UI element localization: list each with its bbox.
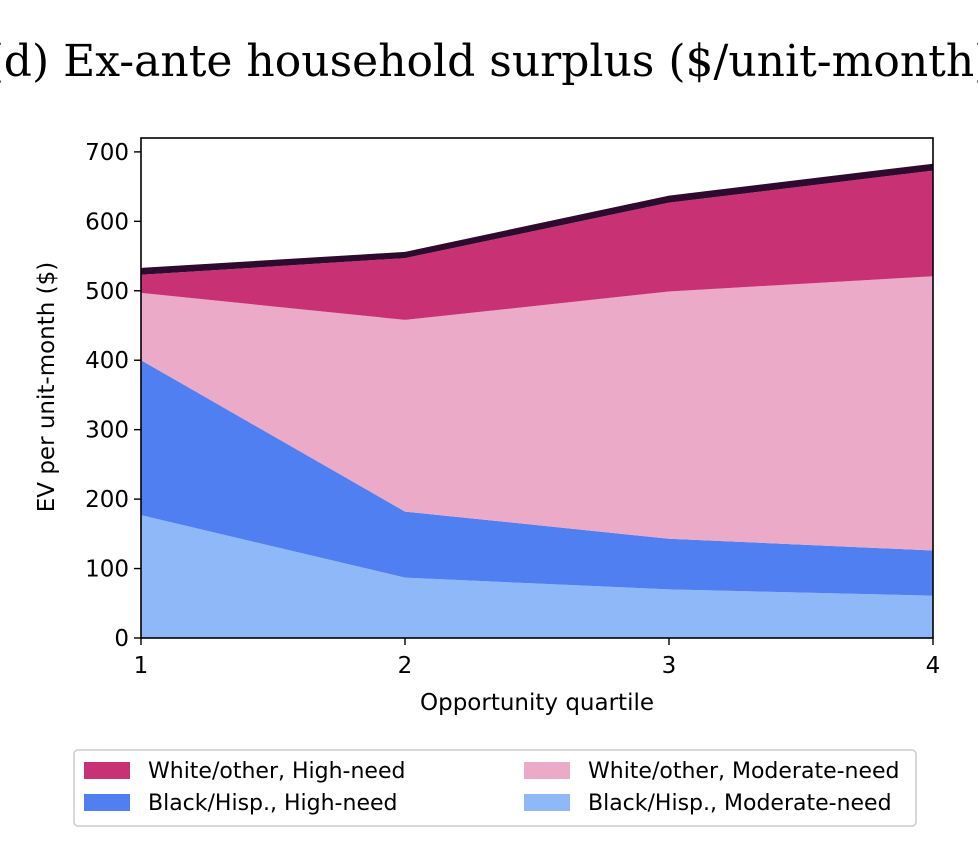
y-tick-label: 500 [85, 279, 129, 305]
legend-label: Black/Hisp., High-need [148, 791, 397, 816]
plot-areas [141, 163, 933, 638]
x-tick-label: 4 [926, 653, 941, 679]
legend-label: White/other, High-need [148, 759, 405, 784]
legend-label: White/other, Moderate-need [588, 759, 900, 784]
y-axis: 0 100 200 300 400 500 600 700 [85, 140, 141, 652]
y-tick-label: 300 [85, 418, 129, 444]
legend-label: Black/Hisp., Moderate-need [588, 791, 892, 816]
legend-swatch [84, 762, 130, 779]
x-tick-label: 1 [134, 653, 149, 679]
legend-swatch [84, 794, 130, 811]
area-series-other [141, 163, 933, 275]
y-axis-label: EV per unit-month ($) [34, 262, 60, 513]
area-series-black-hisp-high-need [141, 360, 933, 596]
y-tick-label: 200 [85, 487, 129, 513]
area-series-white-other-high-need [141, 170, 933, 320]
x-axis-label: Opportunity quartile [420, 690, 654, 716]
legend-swatch [524, 762, 570, 779]
y-tick-label: 400 [85, 348, 129, 374]
plot-frame [140, 137, 934, 639]
chart-title: (d) Ex-ante household surplus ($/unit-mo… [0, 36, 978, 87]
x-tick-label: 3 [662, 653, 677, 679]
legend-swatch [524, 794, 570, 811]
y-tick-label: 0 [114, 626, 129, 652]
y-tick-label: 600 [85, 209, 129, 235]
legend-frame [73, 749, 917, 827]
x-tick-label: 2 [398, 653, 413, 679]
area-series-black-hisp-moderate-need [141, 515, 933, 638]
legend: White/other, High-need Black/Hisp., High-… [73, 749, 917, 827]
area-series-white-other-moderate-need [141, 276, 933, 551]
y-tick-label: 100 [85, 557, 129, 583]
x-axis: 1 2 3 4 [134, 638, 941, 679]
y-tick-label: 700 [85, 140, 129, 166]
